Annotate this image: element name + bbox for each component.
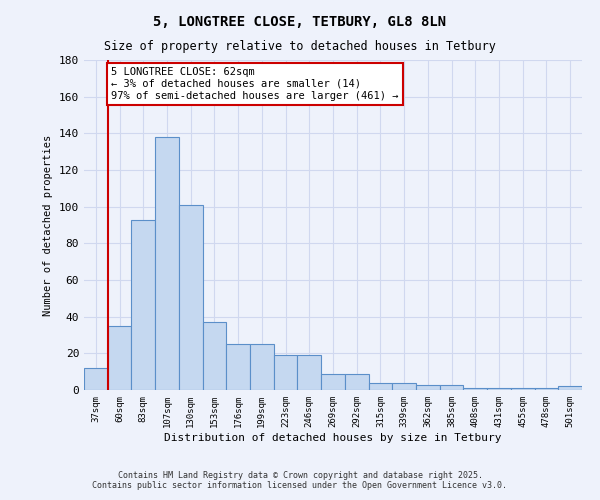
Text: Size of property relative to detached houses in Tetbury: Size of property relative to detached ho… <box>104 40 496 53</box>
Text: Contains HM Land Registry data © Crown copyright and database right 2025.
Contai: Contains HM Land Registry data © Crown c… <box>92 470 508 490</box>
Bar <box>535 388 558 390</box>
Bar <box>274 355 298 390</box>
Bar <box>368 382 392 390</box>
Bar <box>203 322 226 390</box>
X-axis label: Distribution of detached houses by size in Tetbury: Distribution of detached houses by size … <box>164 432 502 442</box>
Bar <box>416 384 440 390</box>
Bar <box>108 326 131 390</box>
Bar <box>84 368 108 390</box>
Bar <box>179 205 203 390</box>
Text: 5, LONGTREE CLOSE, TETBURY, GL8 8LN: 5, LONGTREE CLOSE, TETBURY, GL8 8LN <box>154 15 446 29</box>
Bar <box>131 220 155 390</box>
Bar <box>487 388 511 390</box>
Bar <box>345 374 368 390</box>
Bar <box>440 384 463 390</box>
Bar <box>463 388 487 390</box>
Bar <box>392 382 416 390</box>
Bar <box>298 355 321 390</box>
Bar <box>250 344 274 390</box>
Text: 5 LONGTREE CLOSE: 62sqm
← 3% of detached houses are smaller (14)
97% of semi-det: 5 LONGTREE CLOSE: 62sqm ← 3% of detached… <box>111 68 399 100</box>
Y-axis label: Number of detached properties: Number of detached properties <box>43 134 53 316</box>
Bar <box>511 388 535 390</box>
Bar <box>226 344 250 390</box>
Bar <box>321 374 345 390</box>
Bar <box>558 386 582 390</box>
Bar <box>155 137 179 390</box>
